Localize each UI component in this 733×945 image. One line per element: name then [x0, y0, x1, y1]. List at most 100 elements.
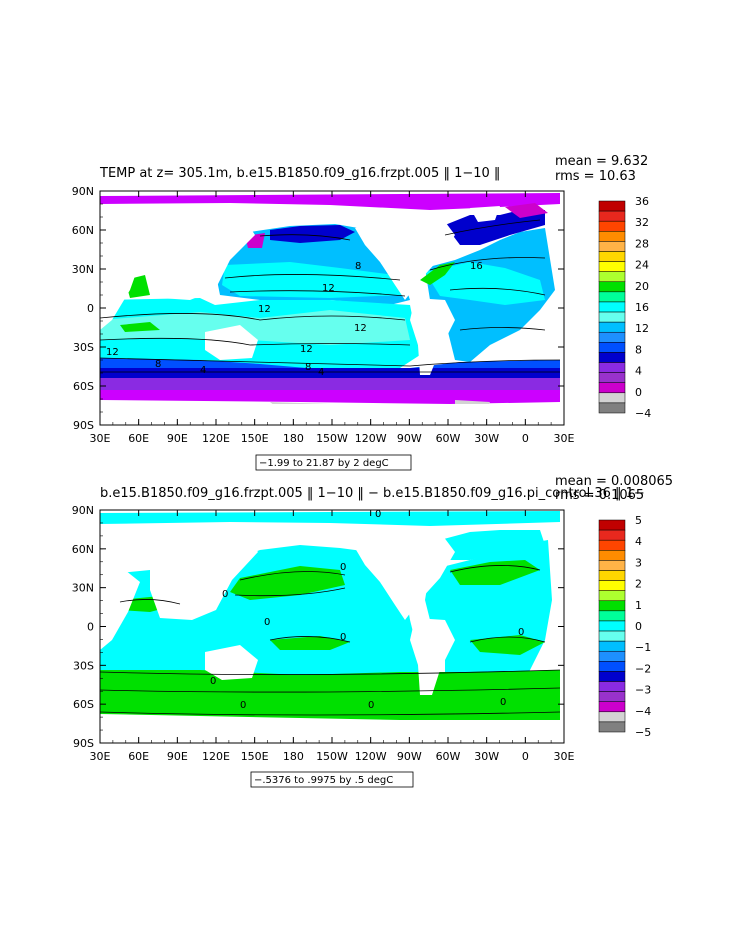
colorbar-swatch — [598, 701, 626, 713]
y-tick-label: 30S — [73, 659, 94, 672]
colorbar-label: 36 — [635, 195, 649, 208]
x-tick-label: 150W — [316, 750, 348, 763]
x-tick-label: 90W — [397, 432, 422, 445]
colorbar-swatch — [598, 650, 626, 662]
y-tick-label: 30S — [73, 341, 94, 354]
colorbar-swatch — [598, 539, 626, 551]
x-tick-label: 150W — [316, 432, 348, 445]
colorbar-swatch — [598, 721, 626, 733]
panel-1-range-label: −1.99 to 21.87 by 2 degC — [259, 458, 389, 469]
panel-1-contour-label: 4 — [318, 367, 324, 378]
y-tick-label: 0 — [87, 302, 94, 315]
y-tick-label: 60S — [73, 380, 94, 393]
colorbar-swatch — [598, 291, 626, 303]
colorbar-label: 4 — [635, 535, 642, 548]
colorbar-label: 12 — [635, 322, 649, 335]
panel-2-contour-label: 0 — [368, 700, 374, 711]
panel-2-contour-label: 0 — [240, 700, 246, 711]
colorbar-swatch — [598, 271, 626, 283]
panel-1-rms: rms = 10.63 — [555, 169, 636, 184]
colorbar-swatch — [598, 570, 626, 581]
x-tick-label: 0 — [522, 432, 529, 445]
colorbar-swatch — [598, 550, 626, 561]
colorbar-label: −4 — [635, 705, 651, 718]
colorbar-swatch — [598, 251, 626, 262]
panel-1-contour-label: 12 — [322, 283, 335, 294]
panel-2-contour-label: 0 — [518, 627, 524, 638]
panel-2-colorbar: 5 4 3 2 1 0 −1 −2 −3 −4 −5 — [598, 514, 651, 739]
panel-1-axes: 30E 60E 90E 120E 150E 180 150W 120W 90W 60W 30W 0 30… — [72, 185, 575, 445]
y-tick-label: 60S — [73, 698, 94, 711]
colorbar-swatch — [598, 560, 626, 571]
panel-1-antarctica — [100, 404, 560, 425]
x-tick-label: 30E — [90, 432, 111, 445]
colorbar-swatch — [598, 342, 626, 353]
panel-1-arctic-band — [100, 193, 560, 210]
panel-1-north-atlantic-purple — [505, 203, 548, 218]
panel-1-north-america — [355, 215, 455, 300]
x-tick-label: 30W — [474, 750, 499, 763]
panel-2-axes: 30E 60E 90E 120E 150E 180 150W 120W 90W 60W 30W 0 30… — [72, 504, 575, 763]
x-tick-label: 90E — [167, 750, 188, 763]
colorbar-label: 3 — [635, 556, 642, 569]
panel-1-southern-darkblue — [100, 368, 560, 378]
y-tick-label: 60N — [72, 224, 94, 237]
x-tick-label: 90W — [397, 750, 422, 763]
y-tick-label: 90S — [73, 737, 94, 750]
panel-1: TEMP at z= 305.1m, b.e15.B1850.f09_g16.f… — [72, 154, 651, 471]
panel-1-contour-label: 12 — [354, 323, 367, 334]
panel-1-south-pacific-band — [100, 310, 410, 345]
colorbar-swatch — [598, 200, 626, 212]
panel-2-asia — [150, 528, 258, 620]
panel-1-contour-label: 12 — [258, 304, 271, 315]
panel-2-green-atlantic-south — [470, 635, 545, 655]
colorbar-swatch — [598, 681, 626, 692]
colorbar-swatch — [598, 580, 626, 591]
panel-2: b.e15.B1850.f09_g16.frzpt.005 ‖ 1−10 ‖ −… — [72, 474, 673, 788]
panel-2-atlantic — [425, 540, 552, 705]
colorbar-swatch — [598, 372, 626, 383]
y-tick-label: 60N — [72, 543, 94, 556]
colorbar-label: −3 — [635, 684, 651, 697]
x-tick-label: 90E — [167, 432, 188, 445]
colorbar-label: 4 — [635, 365, 642, 378]
panel-2-contour-label: 0 — [375, 509, 381, 520]
colorbar-swatch — [598, 301, 626, 313]
colorbar-label: −5 — [635, 726, 651, 739]
panel-2-contour-label: 0 — [222, 589, 228, 600]
colorbar-label: −4 — [635, 407, 651, 420]
colorbar-swatch — [598, 402, 626, 414]
panel-2-map: 0 0 0 0 0 0 0 0 0 0 — [100, 509, 564, 743]
panel-2-green-north-pacific — [230, 566, 345, 600]
x-tick-label: 150E — [241, 750, 269, 763]
x-tick-label: 30E — [90, 750, 111, 763]
colorbar-swatch — [598, 620, 626, 632]
colorbar-label: 5 — [635, 514, 642, 527]
colorbar-swatch — [598, 671, 626, 682]
y-tick-label: 90S — [73, 419, 94, 432]
colorbar-label: 0 — [635, 386, 642, 399]
colorbar-swatch — [598, 711, 626, 723]
panel-1-north-pacific-cyan — [222, 262, 405, 298]
colorbar-swatch — [598, 691, 626, 702]
colorbar-label: 28 — [635, 237, 649, 250]
colorbar-swatch — [598, 640, 626, 652]
panel-2-mean: mean = 0.008065 — [555, 474, 673, 489]
y-tick-label: 30N — [72, 582, 94, 595]
y-tick-label: 90N — [72, 504, 94, 517]
panel-2-green-south-band — [100, 670, 560, 720]
panel-2-contour-label: 0 — [264, 617, 270, 628]
panel-2-contours — [100, 565, 561, 716]
colorbar-swatch — [598, 321, 626, 333]
panel-1-colorbar: 36 32 28 24 20 16 12 8 4 0 −4 — [598, 195, 651, 420]
panel-1-contour-label: 4 — [200, 365, 206, 376]
colorbar-swatch — [598, 210, 626, 222]
x-tick-label: 30E — [554, 432, 575, 445]
colorbar-swatch — [598, 610, 626, 622]
x-tick-label: 120W — [355, 432, 387, 445]
panel-1-north-pacific-cold — [270, 225, 355, 243]
panel-1-atlantic-cyan — [425, 262, 545, 305]
colorbar-label: 8 — [635, 343, 642, 356]
x-tick-label: 180 — [283, 750, 304, 763]
